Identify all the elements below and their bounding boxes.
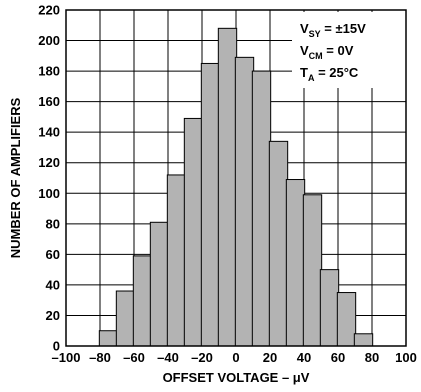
histogram-bar (302, 194, 323, 347)
condition-line: VCM = 0V (300, 43, 354, 61)
histogram-bar (353, 333, 374, 347)
x-tick-label: 40 (297, 350, 311, 365)
histogram-bar (166, 174, 187, 347)
y-tick-label: 160 (38, 94, 60, 109)
condition-line: VSY = ±15V (300, 21, 366, 39)
histogram-bar (149, 221, 170, 347)
y-tick-label: 140 (38, 125, 60, 140)
y-tick-label: 20 (46, 308, 60, 323)
x-tick-labels: –100 –80 –60 –40 –20 0 20 40 60 80 100 (52, 350, 417, 365)
y-tick-labels: 0 20 40 60 80 100 120 140 160 180 200 220 (38, 3, 60, 354)
y-tick-label: 100 (38, 186, 60, 201)
condition-line: TA = 25°C (300, 65, 359, 83)
y-tick-label: 0 (53, 339, 60, 354)
y-tick-label: 180 (38, 64, 60, 79)
x-tick-label: 20 (263, 350, 277, 365)
histogram-bar (115, 290, 136, 347)
x-tick-label: 80 (365, 350, 379, 365)
histogram-bar (336, 292, 357, 347)
x-tick-label: 60 (331, 350, 345, 365)
bars (98, 27, 374, 347)
histogram-bar (251, 70, 272, 347)
y-axis-title: NUMBER OF AMPLIFIERS (8, 97, 23, 258)
x-tick-label: 0 (232, 350, 239, 365)
y-tick-label: 60 (46, 247, 60, 262)
y-tick-label: 220 (38, 3, 60, 18)
histogram-bar (217, 27, 238, 347)
x-tick-label: –20 (191, 350, 213, 365)
y-tick-label: 120 (38, 155, 60, 170)
y-tick-label: 200 (38, 33, 60, 48)
histogram-bar (285, 179, 306, 347)
x-tick-label: –80 (89, 350, 111, 365)
histogram-bar (200, 62, 221, 347)
histogram-bar (319, 269, 340, 347)
x-axis-title: OFFSET VOLTAGE – μV (163, 370, 310, 385)
x-tick-label: 100 (395, 350, 417, 365)
x-tick-label: –100 (52, 350, 81, 365)
histogram-bar (183, 117, 204, 347)
histogram-bar (132, 255, 153, 347)
conditions-text: VSY = ±15V VCM = 0V TA = 25°C (300, 21, 366, 83)
x-tick-label: –40 (157, 350, 179, 365)
y-tick-label: 40 (46, 277, 60, 292)
plot-frame (65, 9, 407, 347)
histogram-bar (234, 56, 255, 347)
histogram-bar (98, 330, 119, 347)
y-tick-label: 80 (46, 216, 60, 231)
histogram-bar (268, 140, 289, 347)
conditions-box (292, 12, 408, 88)
x-tick-label: –60 (123, 350, 145, 365)
